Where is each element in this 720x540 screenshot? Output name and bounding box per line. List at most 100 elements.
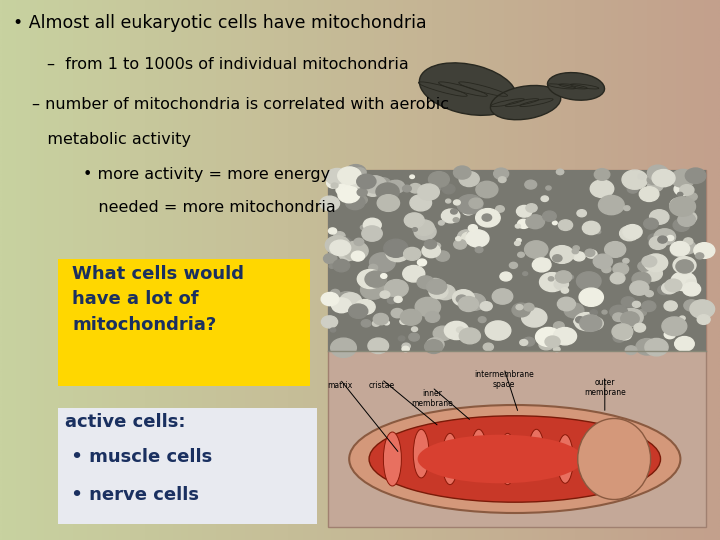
Circle shape <box>595 230 600 234</box>
Circle shape <box>376 183 399 200</box>
Circle shape <box>674 183 691 195</box>
Circle shape <box>670 197 696 216</box>
Circle shape <box>600 202 611 210</box>
Circle shape <box>422 244 441 258</box>
Circle shape <box>526 204 537 212</box>
Circle shape <box>438 221 444 225</box>
Circle shape <box>662 282 677 294</box>
Circle shape <box>564 303 584 318</box>
Circle shape <box>648 234 660 242</box>
Ellipse shape <box>557 435 573 483</box>
Circle shape <box>635 283 642 288</box>
Circle shape <box>644 218 658 229</box>
Circle shape <box>523 272 528 275</box>
Circle shape <box>425 340 443 354</box>
Circle shape <box>577 210 586 217</box>
Circle shape <box>420 227 431 235</box>
Circle shape <box>683 282 701 296</box>
Circle shape <box>466 230 489 247</box>
Circle shape <box>441 209 460 223</box>
Circle shape <box>321 316 338 328</box>
Circle shape <box>645 339 668 356</box>
Circle shape <box>357 188 367 196</box>
Circle shape <box>673 256 696 274</box>
Circle shape <box>686 279 696 287</box>
Circle shape <box>410 195 431 211</box>
Circle shape <box>532 258 551 272</box>
Circle shape <box>658 236 667 243</box>
Ellipse shape <box>547 72 605 100</box>
Ellipse shape <box>384 432 402 486</box>
Circle shape <box>478 317 486 322</box>
Circle shape <box>381 274 387 278</box>
Circle shape <box>671 170 695 187</box>
Ellipse shape <box>577 418 651 500</box>
Circle shape <box>444 321 469 340</box>
Circle shape <box>602 266 611 273</box>
Text: –  from 1 to 1000s of individual mitochondria: – from 1 to 1000s of individual mitochon… <box>47 57 408 72</box>
Circle shape <box>525 241 548 258</box>
Circle shape <box>510 262 518 268</box>
Circle shape <box>594 168 610 180</box>
Circle shape <box>331 183 338 188</box>
Circle shape <box>613 263 629 275</box>
Circle shape <box>459 172 480 186</box>
Circle shape <box>611 273 625 284</box>
Circle shape <box>678 213 696 226</box>
Circle shape <box>642 266 662 281</box>
Circle shape <box>618 330 631 340</box>
Circle shape <box>433 242 438 246</box>
Circle shape <box>391 308 403 318</box>
Circle shape <box>627 185 639 193</box>
Circle shape <box>376 178 391 189</box>
Circle shape <box>427 279 446 294</box>
Circle shape <box>412 327 418 332</box>
Ellipse shape <box>418 435 583 483</box>
Circle shape <box>435 285 455 300</box>
Text: What cells would
have a lot of
mitochondria?: What cells would have a lot of mitochond… <box>72 265 244 334</box>
Circle shape <box>413 228 418 231</box>
Circle shape <box>518 252 524 257</box>
Circle shape <box>587 317 603 330</box>
Circle shape <box>330 240 351 256</box>
Circle shape <box>539 339 554 350</box>
Circle shape <box>670 241 690 256</box>
Circle shape <box>545 336 560 347</box>
FancyBboxPatch shape <box>58 259 310 386</box>
Circle shape <box>648 180 663 192</box>
Circle shape <box>632 301 641 307</box>
Circle shape <box>518 219 530 228</box>
Circle shape <box>690 300 715 319</box>
Ellipse shape <box>419 63 517 116</box>
Circle shape <box>365 271 387 287</box>
Circle shape <box>356 195 367 204</box>
Circle shape <box>678 192 683 197</box>
Circle shape <box>613 333 625 342</box>
Circle shape <box>354 238 364 246</box>
Circle shape <box>516 239 521 242</box>
Circle shape <box>402 343 410 349</box>
Circle shape <box>555 271 572 283</box>
Circle shape <box>638 261 651 271</box>
Circle shape <box>394 296 402 302</box>
Circle shape <box>623 259 629 263</box>
Circle shape <box>642 301 656 312</box>
Circle shape <box>563 302 571 307</box>
Circle shape <box>346 165 366 180</box>
Text: intermembrane
space: intermembrane space <box>474 370 534 389</box>
Circle shape <box>429 285 448 299</box>
Circle shape <box>561 288 569 293</box>
Text: active cells:: active cells: <box>65 413 185 431</box>
Circle shape <box>426 279 444 292</box>
Circle shape <box>456 295 467 303</box>
Circle shape <box>667 235 674 241</box>
Circle shape <box>409 184 422 193</box>
Circle shape <box>623 225 642 239</box>
Circle shape <box>436 187 441 191</box>
Circle shape <box>678 240 696 254</box>
Ellipse shape <box>528 429 544 478</box>
Circle shape <box>464 294 485 310</box>
Circle shape <box>516 305 523 310</box>
Circle shape <box>334 232 345 240</box>
Circle shape <box>622 170 648 189</box>
